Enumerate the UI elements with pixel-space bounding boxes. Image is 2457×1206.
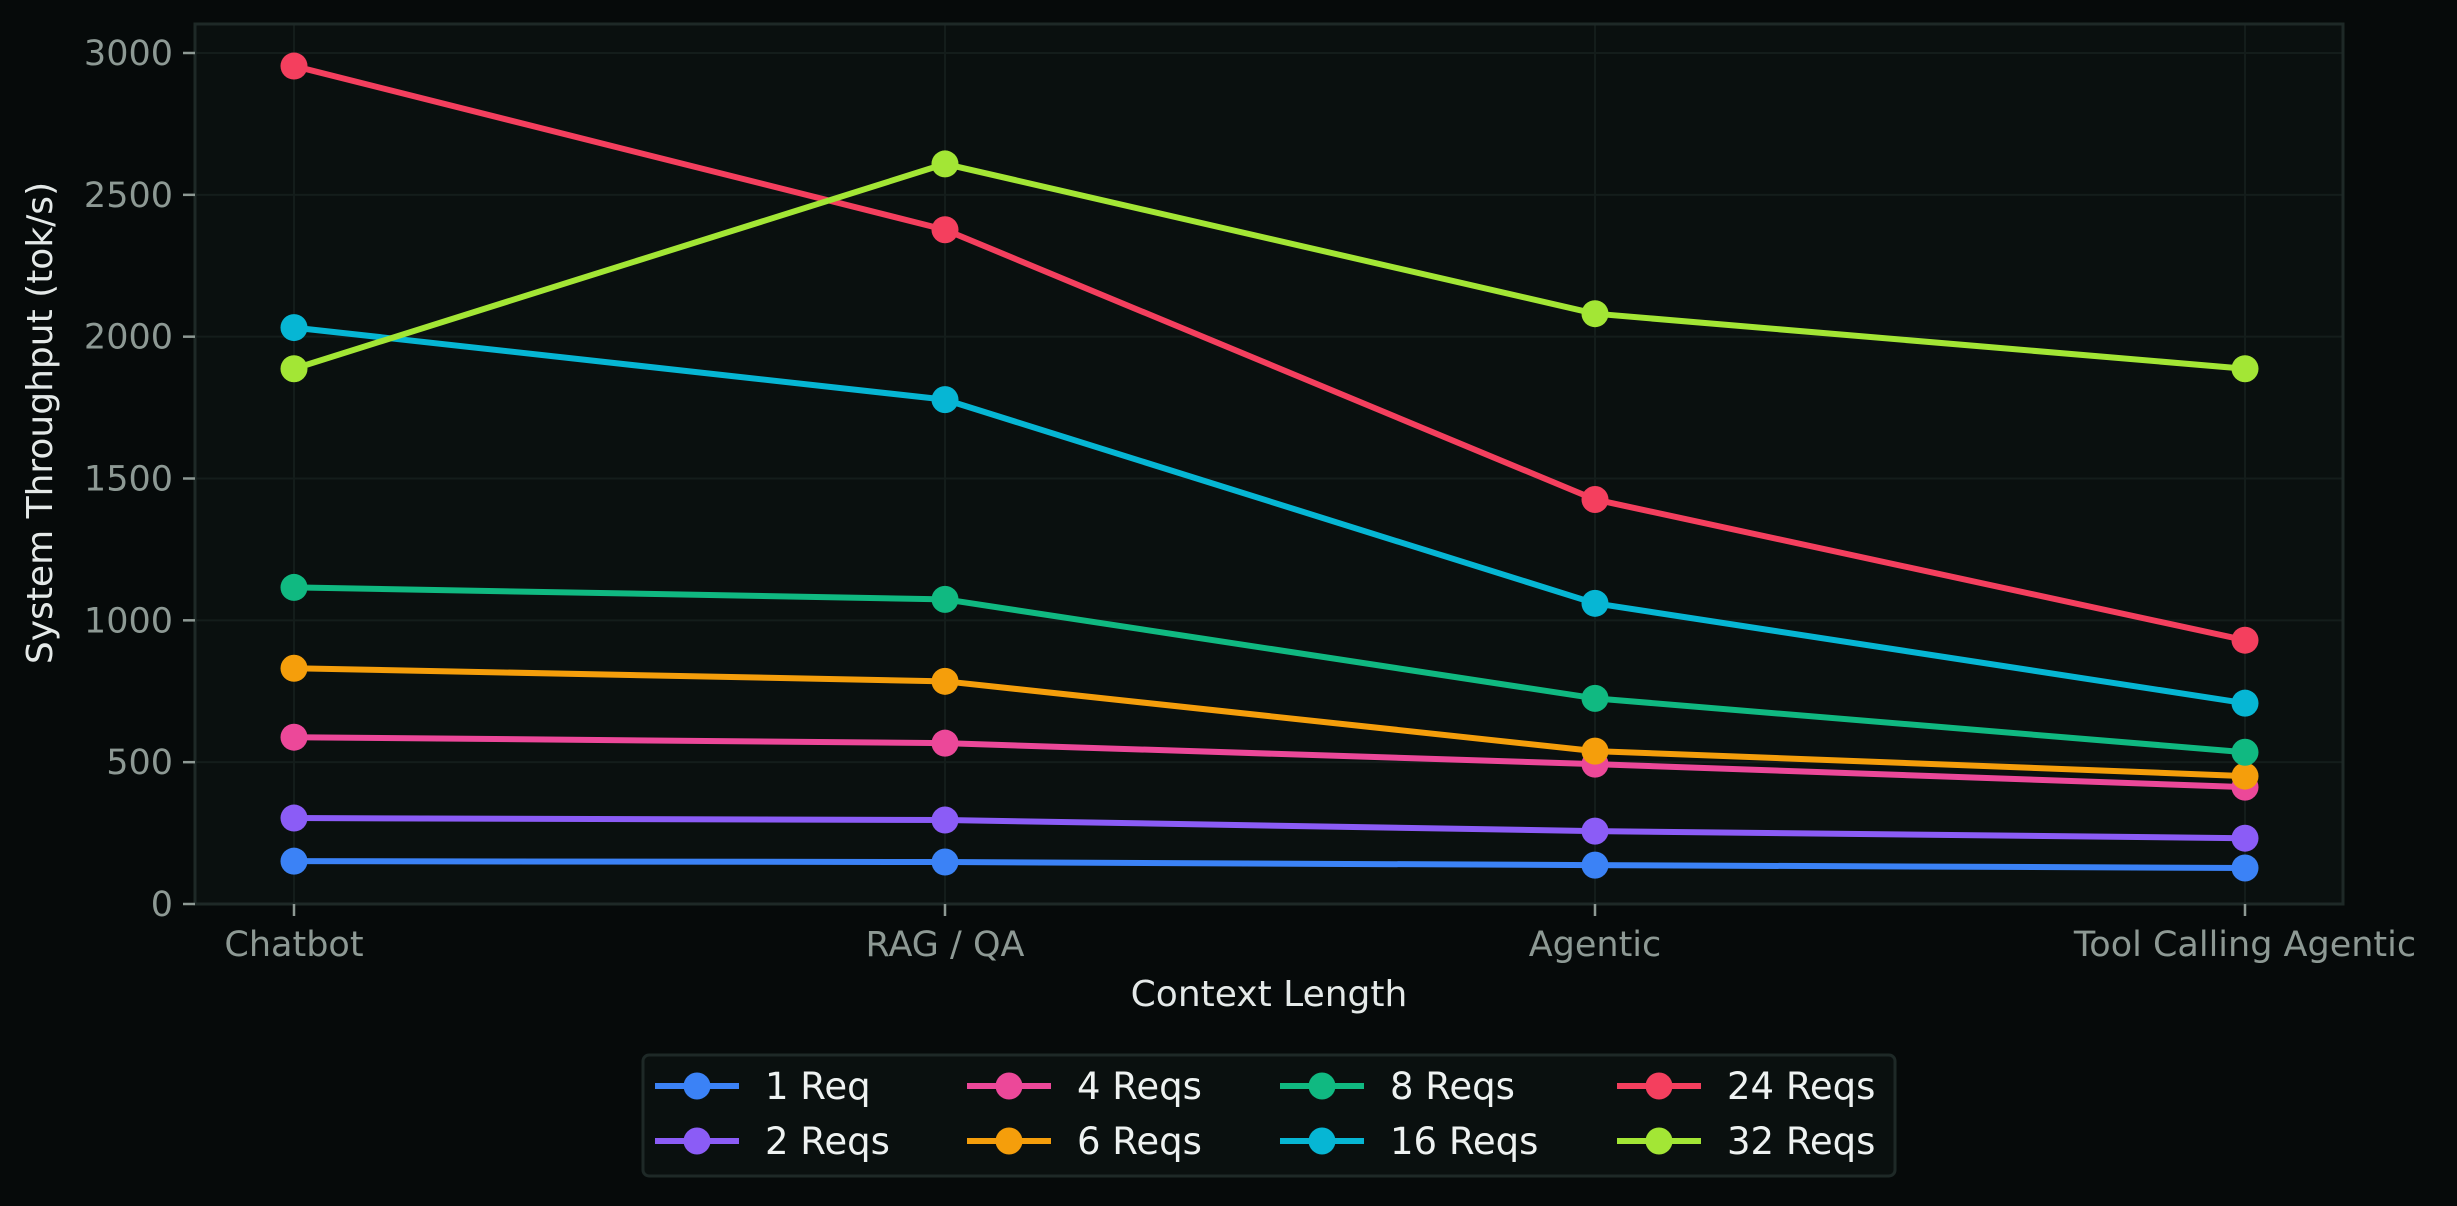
series-line	[293, 160, 2246, 372]
data-point-marker	[1581, 851, 1609, 879]
data-point-marker	[931, 386, 959, 414]
data-point-marker	[280, 654, 308, 682]
legend-label: 8 Reqs	[1390, 1065, 1515, 1108]
x-axis: Chatbot RAG / QA Agentic Tool Calling Agent…	[224, 904, 2416, 965]
data-point-marker	[931, 667, 959, 695]
data-point-marker	[1581, 817, 1609, 845]
legend-item: 8 Reqs	[1280, 1065, 1515, 1108]
series-2-reqs	[280, 804, 2259, 852]
data-point-marker	[931, 729, 959, 757]
x-tick-label: Tool Calling Agentic	[2073, 925, 2416, 965]
legend-label: 6 Reqs	[1077, 1120, 1202, 1163]
legend-marker-icon	[995, 1072, 1023, 1100]
legend: 1 Req 2 Reqs 4 Reqs 6 Reqs 8 Reqs 16 Reqs 24 R…	[641, 1053, 1897, 1178]
legend-marker-icon	[1645, 1072, 1673, 1100]
series-6-reqs	[280, 654, 2259, 790]
x-tick-label: Agentic	[1529, 925, 1662, 965]
series-line	[293, 63, 2246, 644]
plot-frame	[193, 22, 2345, 906]
data-point-marker	[2231, 626, 2259, 654]
series-line	[293, 815, 2246, 842]
data-point-marker	[2231, 762, 2259, 790]
series-line	[293, 584, 2246, 756]
legend-label: 16 Reqs	[1390, 1120, 1538, 1163]
data-series	[280, 52, 2259, 882]
legend-marker-icon	[995, 1127, 1023, 1155]
axes-frame	[193, 22, 2345, 906]
series-1-req	[280, 847, 2259, 882]
legend-label: 1 Req	[765, 1065, 871, 1108]
data-point-marker	[931, 150, 959, 178]
y-axis-title: System Throughput (tok/s)	[20, 182, 61, 664]
legend-label: 32 Reqs	[1727, 1120, 1875, 1163]
series-24-reqs	[280, 52, 2259, 654]
data-point-marker	[280, 723, 308, 751]
data-point-marker	[931, 806, 959, 834]
plot-area	[195, 24, 2343, 904]
series-line	[293, 858, 2246, 871]
x-tick-label: Chatbot	[224, 925, 363, 965]
data-point-marker	[280, 52, 308, 80]
series-line	[293, 734, 2246, 791]
data-point-marker	[931, 848, 959, 876]
legend-label: 2 Reqs	[765, 1120, 890, 1163]
data-point-marker	[2231, 738, 2259, 766]
x-axis-title: Context Length	[1131, 974, 1408, 1015]
legend-marker-icon	[1308, 1072, 1336, 1100]
x-tick-label: RAG / QA	[866, 925, 1025, 965]
data-point-marker	[280, 314, 308, 342]
y-tick-label: 1500	[84, 460, 173, 500]
series-16-reqs	[280, 314, 2259, 717]
y-tick-label: 0	[151, 885, 173, 925]
data-point-marker	[1581, 485, 1609, 513]
data-point-marker	[1581, 737, 1609, 765]
y-tick-label: 3000	[84, 34, 173, 74]
legend-item: 24 Reqs	[1617, 1065, 1875, 1108]
legend-label: 4 Reqs	[1077, 1065, 1202, 1108]
data-point-marker	[280, 573, 308, 601]
data-point-marker	[2231, 355, 2259, 383]
data-point-marker	[931, 216, 959, 244]
series-line	[293, 324, 2246, 707]
legend-label: 24 Reqs	[1727, 1065, 1875, 1108]
legend-item: 6 Reqs	[967, 1120, 1202, 1163]
legend-box	[641, 1053, 1897, 1178]
data-point-marker	[1581, 300, 1609, 328]
legend-item: 16 Reqs	[1280, 1120, 1538, 1163]
y-tick-label: 2500	[84, 176, 173, 216]
data-point-marker	[2231, 824, 2259, 852]
series-8-reqs	[280, 573, 2259, 766]
series-line	[293, 665, 2246, 780]
data-point-marker	[2231, 689, 2259, 717]
y-tick-label: 1000	[84, 601, 173, 641]
data-point-marker	[2231, 854, 2259, 882]
legend-marker-icon	[1308, 1127, 1336, 1155]
legend-marker-icon	[683, 1072, 711, 1100]
y-tick-label: 500	[106, 743, 173, 783]
legend-marker-icon	[1645, 1127, 1673, 1155]
y-tick-label: 2000	[84, 318, 173, 358]
data-point-marker	[1581, 684, 1609, 712]
data-point-marker	[280, 355, 308, 383]
data-point-marker	[280, 847, 308, 875]
y-axis: 0 500 1000 1500 2000 2500 3000	[84, 34, 195, 925]
series-32-reqs	[280, 150, 2259, 383]
plot-background	[195, 24, 2343, 904]
legend-item: 2 Reqs	[655, 1120, 890, 1163]
data-point-marker	[1581, 589, 1609, 617]
legend-item: 4 Reqs	[967, 1065, 1202, 1108]
legend-item: 32 Reqs	[1617, 1120, 1875, 1163]
legend-marker-icon	[683, 1127, 711, 1155]
data-point-marker	[280, 804, 308, 832]
legend-item: 1 Req	[655, 1065, 871, 1108]
data-point-marker	[931, 585, 959, 613]
